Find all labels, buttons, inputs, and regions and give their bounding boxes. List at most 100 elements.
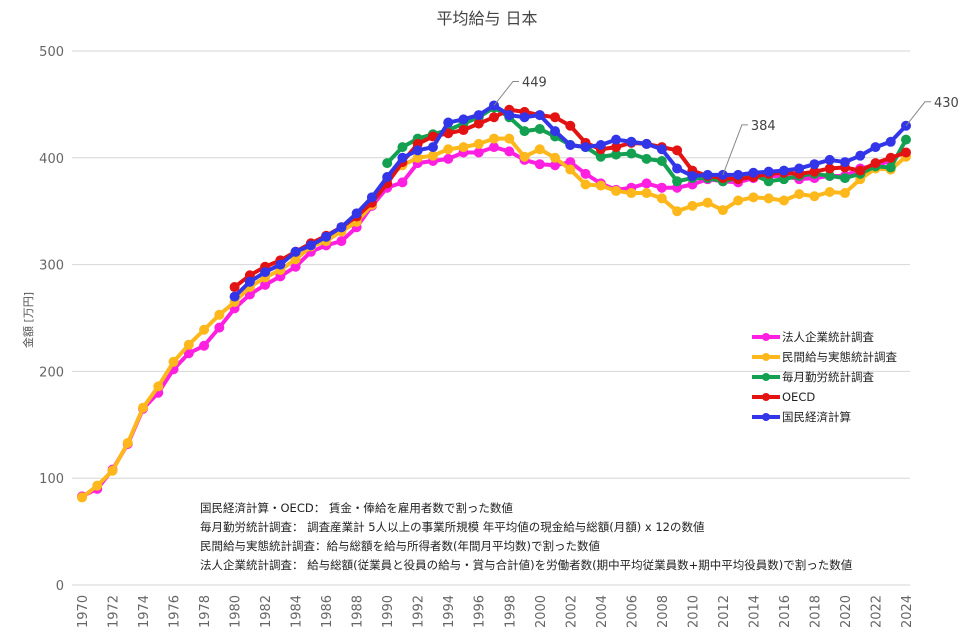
- data-point: [351, 208, 362, 219]
- chart-title: 平均給与 日本: [436, 9, 537, 28]
- data-point: [489, 112, 499, 123]
- data-point: [168, 356, 179, 367]
- x-tick-label: 1980: [229, 595, 244, 628]
- legend-label: OECD: [782, 390, 815, 404]
- data-point: [77, 492, 87, 503]
- x-tick-label: 2002: [564, 595, 579, 628]
- data-point: [412, 145, 423, 156]
- data-point: [229, 282, 240, 293]
- data-point: [824, 170, 835, 181]
- data-point: [580, 179, 591, 190]
- x-tick-label: 2024: [900, 595, 915, 628]
- data-point: [901, 120, 911, 131]
- data-point: [641, 178, 652, 189]
- data-point: [534, 110, 545, 121]
- data-point: [458, 142, 469, 153]
- data-point: [672, 163, 683, 174]
- data-point: [366, 192, 377, 203]
- data-point: [778, 195, 789, 206]
- x-tick-label: 2016: [778, 595, 793, 628]
- x-tick-label: 1978: [198, 595, 213, 628]
- data-point: [824, 186, 835, 197]
- x-tick-label: 2008: [656, 595, 671, 628]
- data-point: [733, 169, 744, 180]
- annotation-label: 449: [522, 75, 547, 90]
- data-point: [550, 160, 561, 171]
- data-point: [901, 134, 911, 145]
- x-tick-label: 1996: [473, 595, 488, 628]
- data-point: [458, 125, 469, 136]
- data-point: [550, 152, 561, 163]
- legend-dot: [762, 333, 770, 341]
- data-point: [290, 246, 301, 257]
- legend-dot: [762, 353, 770, 361]
- legend-label: 民間給与実態統計調査: [782, 350, 897, 364]
- data-point: [458, 114, 469, 125]
- legend-label: 法人企業統計調査: [782, 330, 874, 344]
- data-point: [855, 165, 866, 176]
- data-point: [656, 144, 667, 155]
- x-tick-label: 1990: [381, 595, 396, 628]
- data-point: [443, 117, 454, 128]
- annotation-leader: [722, 124, 748, 176]
- x-tick-label: 1970: [76, 595, 91, 628]
- data-point: [489, 133, 499, 144]
- data-point: [473, 118, 484, 129]
- data-point: [626, 188, 637, 199]
- data-point: [275, 259, 286, 270]
- data-point: [473, 138, 484, 149]
- y-tick-label: 200: [39, 365, 64, 380]
- data-point: [885, 152, 896, 163]
- legend-label: 国民経済計算: [782, 410, 851, 424]
- data-point: [702, 197, 713, 208]
- data-point: [519, 126, 530, 137]
- x-tick-label: 1974: [137, 595, 152, 628]
- data-point: [534, 144, 545, 155]
- data-point: [733, 195, 744, 206]
- data-point: [214, 309, 225, 320]
- data-point: [473, 147, 484, 158]
- data-point: [611, 185, 622, 196]
- data-point: [321, 231, 332, 242]
- data-point: [199, 324, 210, 335]
- annotation-leader: [493, 80, 519, 106]
- series-line-1: [80, 136, 908, 500]
- data-point: [839, 173, 850, 184]
- y-axis-label: 金額 [万円]: [21, 292, 35, 348]
- data-point: [336, 222, 347, 233]
- y-tick-label: 0: [56, 579, 64, 594]
- legend-dot: [762, 413, 770, 421]
- data-point: [763, 166, 774, 177]
- data-point: [290, 261, 301, 272]
- data-point: [565, 164, 576, 175]
- x-tick-label: 1992: [412, 595, 427, 628]
- data-point: [397, 177, 408, 188]
- data-point: [397, 152, 408, 163]
- data-point: [611, 134, 622, 145]
- data-point: [641, 153, 652, 164]
- data-point: [839, 188, 850, 199]
- x-tick-label: 2018: [808, 595, 823, 628]
- data-point: [550, 112, 561, 123]
- data-point: [229, 291, 240, 302]
- series-line-3: [233, 107, 907, 289]
- data-point: [534, 159, 545, 170]
- data-point: [550, 126, 561, 137]
- data-point: [534, 123, 545, 134]
- x-tick-label: 2020: [839, 595, 854, 628]
- x-tick-label: 2022: [869, 595, 884, 628]
- y-tick-label: 100: [39, 472, 64, 487]
- data-point: [809, 159, 820, 170]
- data-point: [687, 170, 698, 181]
- y-tick-label: 500: [39, 45, 64, 60]
- data-point: [855, 150, 866, 161]
- data-point: [580, 142, 591, 153]
- x-tick-label: 2000: [534, 595, 549, 628]
- data-point: [595, 139, 606, 150]
- x-tick-label: 1986: [320, 595, 335, 628]
- note-4: 法人企業統計調査： 給与総額(従業員と役員の給与・賞与合計値)を労働者数(期中平…: [200, 558, 853, 572]
- data-point: [519, 112, 530, 123]
- data-point: [504, 110, 515, 121]
- x-tick-label: 2010: [686, 595, 701, 628]
